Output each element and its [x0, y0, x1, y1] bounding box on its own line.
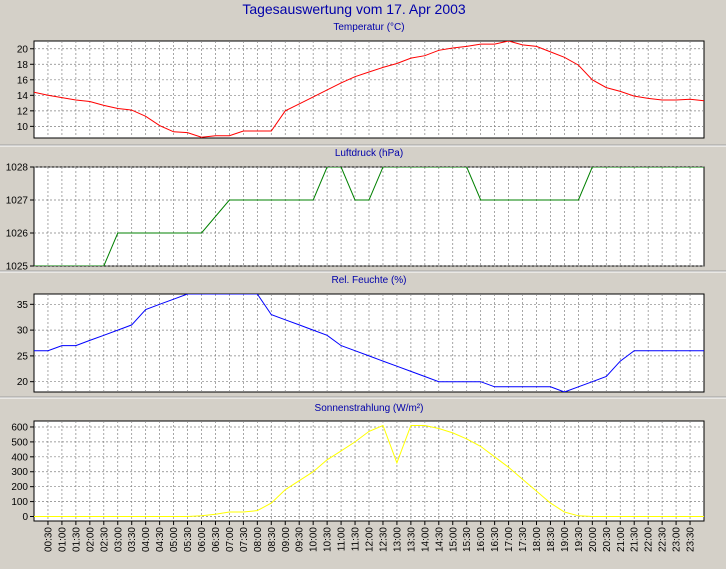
x-tick-label: 00:30 — [44, 527, 55, 552]
x-tick-label: 07:00 — [225, 527, 236, 552]
x-tick-label: 10:00 — [309, 527, 320, 552]
y-tick-label: 1028 — [6, 163, 29, 174]
chart-rel-feuchte: Rel. Feuchte (%) 20 25 30 35 — [0, 275, 726, 398]
x-tick-label: 20:30 — [602, 527, 613, 552]
x-tick-label: 04:00 — [141, 527, 152, 552]
x-tick-label: 04:30 — [155, 527, 166, 552]
y-tick-label: 600 — [11, 422, 28, 433]
x-tick-label: 06:00 — [197, 527, 208, 552]
y-tick-label: 300 — [11, 467, 28, 478]
y-tick-label: 100 — [11, 497, 28, 508]
y-tick-label: 18 — [17, 60, 29, 71]
y-tick-label: 0 — [22, 512, 28, 523]
x-tick-label: 17:00 — [504, 527, 515, 552]
x-tick-label: 14:30 — [434, 527, 445, 552]
x-tick-label: 14:00 — [420, 527, 431, 552]
x-tick-label: 01:30 — [71, 527, 82, 552]
x-tick-label: 02:30 — [99, 527, 110, 552]
y-tick-label: 20 — [17, 377, 29, 388]
x-tick-label: 05:30 — [183, 527, 194, 552]
y-tick-label: 10 — [17, 122, 29, 133]
y-tick-label: 30 — [17, 326, 29, 337]
y-tick-label: 1026 — [6, 229, 29, 240]
x-tick-label: 15:30 — [462, 527, 473, 552]
x-tick-label: 13:30 — [406, 527, 417, 552]
x-tick-label: 18:00 — [532, 527, 543, 552]
x-tick-label: 21:30 — [630, 527, 641, 552]
x-tick-label: 01:00 — [57, 527, 68, 552]
charts-group: Temperatur (°C) 10 12 14 16 18 20 Luftdruck (hP… — [0, 22, 726, 523]
x-tick-label: 19:30 — [574, 527, 585, 552]
y-tick-label: 1027 — [6, 196, 29, 207]
x-tick-label: 18:30 — [546, 527, 557, 552]
x-tick-label: 23:00 — [672, 527, 683, 552]
x-tick-label: 12:00 — [365, 527, 376, 552]
x-tick-label: 21:00 — [616, 527, 627, 552]
x-tick-label: 17:30 — [518, 527, 529, 552]
x-tick-label: 20:00 — [588, 527, 599, 552]
chart-temperatur-c: Temperatur (°C) 10 12 14 16 18 20 — [0, 22, 726, 146]
x-tick-label: 10:30 — [323, 527, 334, 552]
page-title: Tagesauswertung vom 17. Apr 2003 — [242, 1, 466, 17]
x-tick-label: 03:30 — [127, 527, 138, 552]
x-tick-label: 12:30 — [379, 527, 390, 552]
y-tick-label: 16 — [17, 75, 29, 86]
y-tick-label: 200 — [11, 482, 28, 493]
y-tick-label: 400 — [11, 452, 28, 463]
x-tick-label: 08:00 — [253, 527, 264, 552]
x-tick-label: 22:30 — [658, 527, 669, 552]
x-tick-label: 23:30 — [686, 527, 697, 552]
x-tick-label: 11:00 — [337, 527, 348, 552]
x-tick-label: 16:30 — [490, 527, 501, 552]
y-tick-label: 20 — [17, 44, 29, 55]
chart-title: Rel. Feuchte (%) — [331, 275, 406, 286]
x-tick-label: 05:00 — [169, 527, 180, 552]
y-tick-label: 25 — [17, 351, 29, 362]
chart-title: Sonnenstrahlung (W/m²) — [315, 403, 424, 414]
y-tick-label: 500 — [11, 437, 28, 448]
x-tick-label: 19:00 — [560, 527, 571, 552]
y-tick-label: 35 — [17, 300, 29, 311]
x-tick-label: 06:30 — [211, 527, 222, 552]
y-tick-label: 14 — [17, 91, 29, 102]
x-tick-label: 02:00 — [85, 527, 96, 552]
chart-title: Temperatur (°C) — [333, 22, 404, 33]
x-tick-label: 08:30 — [267, 527, 278, 552]
chart-sonnenstrahlung-w-m: Sonnenstrahlung (W/m²) 0 100 200 300 400 500 60… — [11, 403, 704, 523]
chart-title: Luftdruck (hPa) — [335, 148, 403, 159]
y-tick-label: 12 — [17, 106, 29, 117]
x-tick-label: 13:00 — [392, 527, 403, 552]
x-tick-label: 03:00 — [113, 527, 124, 552]
x-tick-label: 09:00 — [281, 527, 292, 552]
x-tick-label: 09:30 — [295, 527, 306, 552]
x-tick-label: 07:30 — [239, 527, 250, 552]
x-tick-label: 22:00 — [644, 527, 655, 552]
x-tick-label: 16:00 — [476, 527, 487, 552]
x-tick-label: 15:00 — [448, 527, 459, 552]
x-tick-label: 11:30 — [351, 527, 362, 552]
